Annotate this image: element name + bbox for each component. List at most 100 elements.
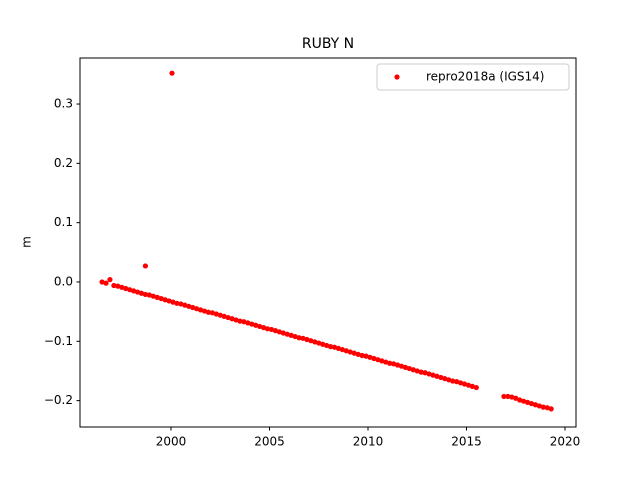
point bbox=[422, 370, 428, 376]
point bbox=[320, 341, 326, 347]
point bbox=[119, 284, 125, 290]
point bbox=[264, 326, 271, 332]
point bbox=[296, 335, 302, 341]
point bbox=[509, 394, 515, 400]
plot-frame bbox=[79, 57, 577, 428]
point bbox=[249, 321, 255, 327]
point bbox=[150, 293, 156, 299]
x-tick-label: 2020 bbox=[550, 435, 581, 449]
point bbox=[327, 344, 334, 350]
y-tick-label: −0.1 bbox=[44, 334, 73, 348]
point bbox=[347, 349, 353, 355]
point bbox=[465, 382, 472, 388]
point bbox=[201, 308, 208, 314]
point bbox=[536, 403, 542, 409]
point bbox=[438, 374, 444, 381]
point bbox=[528, 400, 535, 407]
point bbox=[517, 397, 523, 403]
point bbox=[174, 300, 180, 306]
point bbox=[304, 336, 310, 343]
point bbox=[548, 406, 554, 412]
legend-frame bbox=[376, 63, 570, 91]
point bbox=[335, 345, 342, 352]
point bbox=[418, 369, 424, 375]
point bbox=[544, 405, 550, 411]
point bbox=[454, 379, 460, 385]
point bbox=[170, 299, 176, 305]
point bbox=[127, 287, 133, 293]
point bbox=[194, 306, 200, 312]
point bbox=[107, 277, 113, 283]
point bbox=[130, 288, 137, 294]
point bbox=[272, 328, 279, 334]
point bbox=[410, 367, 416, 373]
x-tick-label: 2000 bbox=[156, 435, 187, 449]
point bbox=[229, 316, 235, 322]
y-tick-label: 0.1 bbox=[54, 215, 73, 229]
point bbox=[142, 291, 148, 298]
point bbox=[394, 362, 401, 368]
point bbox=[513, 395, 519, 401]
point bbox=[402, 364, 409, 370]
point bbox=[169, 70, 175, 76]
point bbox=[186, 303, 192, 309]
point bbox=[162, 297, 168, 303]
point bbox=[524, 399, 531, 405]
point bbox=[540, 404, 546, 410]
point bbox=[324, 342, 330, 349]
point bbox=[221, 313, 227, 319]
point bbox=[233, 317, 239, 323]
point bbox=[253, 322, 259, 328]
y-tick-label: 0.3 bbox=[54, 97, 73, 111]
point bbox=[505, 393, 511, 400]
point bbox=[99, 279, 105, 285]
point bbox=[257, 323, 263, 330]
point bbox=[331, 344, 338, 350]
point bbox=[426, 371, 432, 377]
chart-title: RUBY N bbox=[302, 36, 354, 52]
point bbox=[158, 295, 164, 302]
point bbox=[351, 350, 357, 356]
point bbox=[434, 373, 440, 379]
point bbox=[288, 332, 294, 338]
point bbox=[383, 359, 389, 365]
point bbox=[532, 402, 539, 408]
point bbox=[450, 378, 456, 384]
point bbox=[245, 320, 251, 326]
legend-label: repro2018a (IGS14) bbox=[426, 70, 544, 84]
point bbox=[115, 283, 121, 289]
point bbox=[178, 301, 184, 307]
y-tick-label: 0.2 bbox=[54, 156, 73, 170]
point bbox=[446, 377, 452, 383]
point bbox=[205, 309, 212, 315]
point bbox=[260, 325, 267, 331]
point bbox=[442, 376, 448, 382]
point bbox=[123, 285, 129, 292]
point bbox=[371, 355, 377, 362]
point bbox=[103, 280, 109, 286]
point bbox=[398, 363, 405, 369]
point bbox=[292, 333, 298, 340]
point bbox=[280, 330, 286, 336]
point bbox=[461, 381, 468, 387]
point bbox=[142, 263, 148, 269]
point bbox=[359, 352, 365, 359]
point bbox=[363, 353, 369, 359]
point bbox=[197, 307, 204, 313]
point bbox=[316, 340, 322, 346]
point bbox=[300, 335, 306, 341]
point bbox=[138, 290, 145, 296]
point bbox=[375, 357, 381, 363]
point bbox=[312, 339, 318, 345]
y-tick-label: 0.0 bbox=[54, 274, 73, 288]
point bbox=[343, 348, 349, 354]
point bbox=[457, 380, 464, 386]
point bbox=[111, 282, 117, 289]
y-tick-label: −0.2 bbox=[44, 393, 73, 407]
legend-marker bbox=[394, 74, 400, 80]
point bbox=[217, 312, 223, 318]
point bbox=[154, 294, 160, 300]
point bbox=[379, 358, 385, 364]
point bbox=[469, 383, 475, 389]
